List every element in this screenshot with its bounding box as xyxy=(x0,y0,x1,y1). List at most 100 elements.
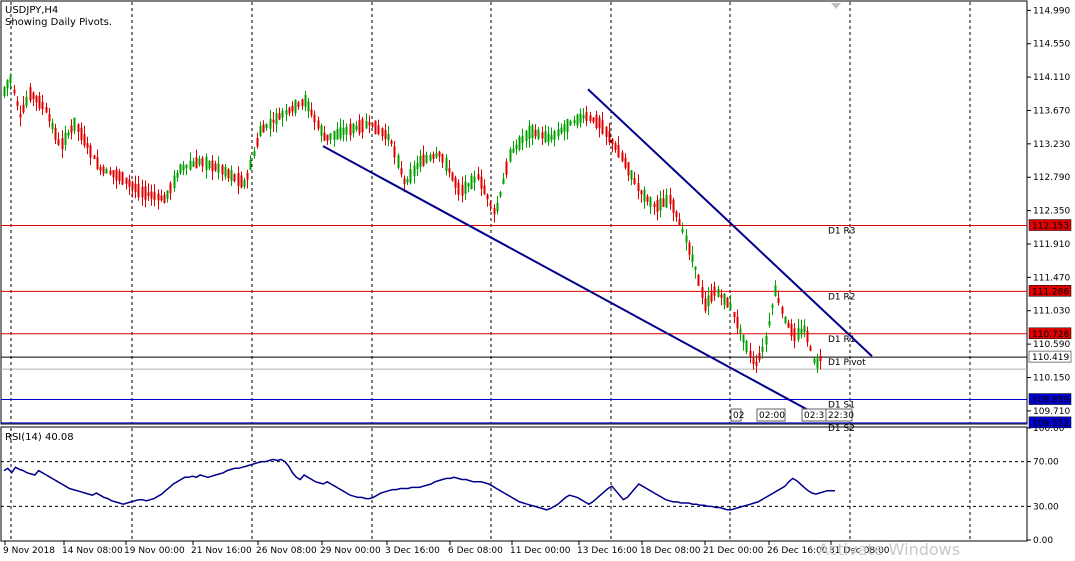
candle-body xyxy=(800,328,803,335)
candle-body xyxy=(253,151,256,156)
candle-body xyxy=(294,100,297,114)
pivot-price-badge-text: 109.552 xyxy=(1032,419,1069,429)
candle-body xyxy=(243,180,246,187)
candle-body xyxy=(381,128,384,137)
candle-body xyxy=(630,170,633,180)
candle-body xyxy=(477,174,480,180)
candle-body xyxy=(77,124,80,132)
candle-body xyxy=(275,113,278,125)
candle-body xyxy=(192,161,195,167)
pivot-price-badge-text: 110.419 xyxy=(1032,353,1069,363)
candle-body xyxy=(384,130,387,140)
candle-body xyxy=(518,136,521,150)
candle-body xyxy=(611,138,614,145)
candle-body xyxy=(182,164,185,171)
time-tick-label: 26 Nov 08:00 xyxy=(256,546,317,556)
candle-body xyxy=(483,185,486,195)
candle-body xyxy=(553,130,556,140)
candle-body xyxy=(51,122,54,130)
candle-body xyxy=(448,168,451,173)
candle-body xyxy=(726,297,729,308)
price-tick-label: 113.230 xyxy=(1033,140,1070,150)
shift-marker-icon[interactable] xyxy=(831,3,841,9)
candle-body xyxy=(32,92,35,100)
candle-body xyxy=(13,89,16,94)
pivot-time-box xyxy=(756,408,786,422)
candle-body xyxy=(173,175,176,189)
candle-body xyxy=(701,286,704,299)
pivot-time-box xyxy=(825,408,853,422)
candle-body xyxy=(221,165,224,175)
candle-body xyxy=(317,120,320,129)
chart-grid xyxy=(1,2,1027,540)
candle-body xyxy=(153,192,156,200)
candle-body xyxy=(262,124,265,133)
lower-trendline xyxy=(322,145,826,421)
candle-body xyxy=(541,132,544,139)
candle-body xyxy=(93,155,96,159)
candle-body xyxy=(432,154,435,159)
candle-body xyxy=(297,102,300,107)
candle-body xyxy=(429,154,432,161)
pivot-lines: D1 R3 D1 R2 D1 R1 D1 Pivot D1 S1 D1 S2 xyxy=(1,225,1027,434)
candle-body xyxy=(198,158,201,165)
candle-body xyxy=(656,200,659,212)
candle-body xyxy=(713,286,716,296)
candle-body xyxy=(777,298,780,304)
candle-body xyxy=(349,123,352,136)
candle-body xyxy=(691,254,694,263)
candle-body xyxy=(240,175,243,188)
candle-body xyxy=(768,320,771,326)
pivot-price-badge xyxy=(1028,350,1072,363)
candle-body xyxy=(662,198,665,207)
candle-body xyxy=(403,178,406,184)
pivot-time-box-label: 02:3 xyxy=(804,411,824,421)
candle-body xyxy=(659,198,662,211)
candle-body xyxy=(288,107,291,114)
candle-body xyxy=(112,170,115,178)
candle-body xyxy=(361,119,364,133)
candle-body xyxy=(694,266,697,270)
candle-body xyxy=(285,110,288,115)
candle-body xyxy=(550,135,553,141)
pivot-price-badge xyxy=(1028,393,1072,405)
candle-body xyxy=(99,167,102,171)
candle-body xyxy=(480,176,483,189)
candle-body xyxy=(365,121,368,129)
candlesticks xyxy=(3,73,822,374)
candle-body xyxy=(109,170,112,175)
candle-body xyxy=(537,129,540,139)
candle-body xyxy=(678,219,681,226)
candle-body xyxy=(38,96,41,109)
channel-lines[interactable] xyxy=(322,88,873,421)
rsi-tick-label: 0.00 xyxy=(1033,536,1053,546)
candle-body xyxy=(166,190,169,200)
pivot-price-badge xyxy=(1028,327,1072,340)
candle-body xyxy=(371,123,374,127)
candle-body xyxy=(419,155,422,167)
price-tick-label: 114.550 xyxy=(1033,40,1070,50)
candle-body xyxy=(509,149,512,162)
candle-body xyxy=(643,189,646,202)
pivot-price-badge-text: 109.859 xyxy=(1032,396,1069,406)
pivot-line-label: D1 S1 xyxy=(828,401,855,411)
candle-body xyxy=(22,104,25,113)
candle-body xyxy=(397,155,400,168)
candle-body xyxy=(9,75,12,84)
candle-body xyxy=(589,115,592,121)
candle-body xyxy=(19,114,22,118)
candle-body xyxy=(525,130,528,142)
candle-body xyxy=(368,122,371,126)
candle-body xyxy=(416,163,419,170)
pivot-price-badge-text: 112.153 xyxy=(1032,222,1069,232)
candle-body xyxy=(374,120,377,135)
candle-body xyxy=(163,194,166,204)
candle-body xyxy=(406,179,409,183)
rsi-panel[interactable] xyxy=(0,426,1028,542)
price-panel[interactable] xyxy=(0,0,1028,425)
candle-body xyxy=(566,119,569,132)
time-tick-label: 21 Dec 00:00 xyxy=(703,546,764,556)
candle-body xyxy=(592,117,595,123)
candle-body xyxy=(425,155,428,163)
